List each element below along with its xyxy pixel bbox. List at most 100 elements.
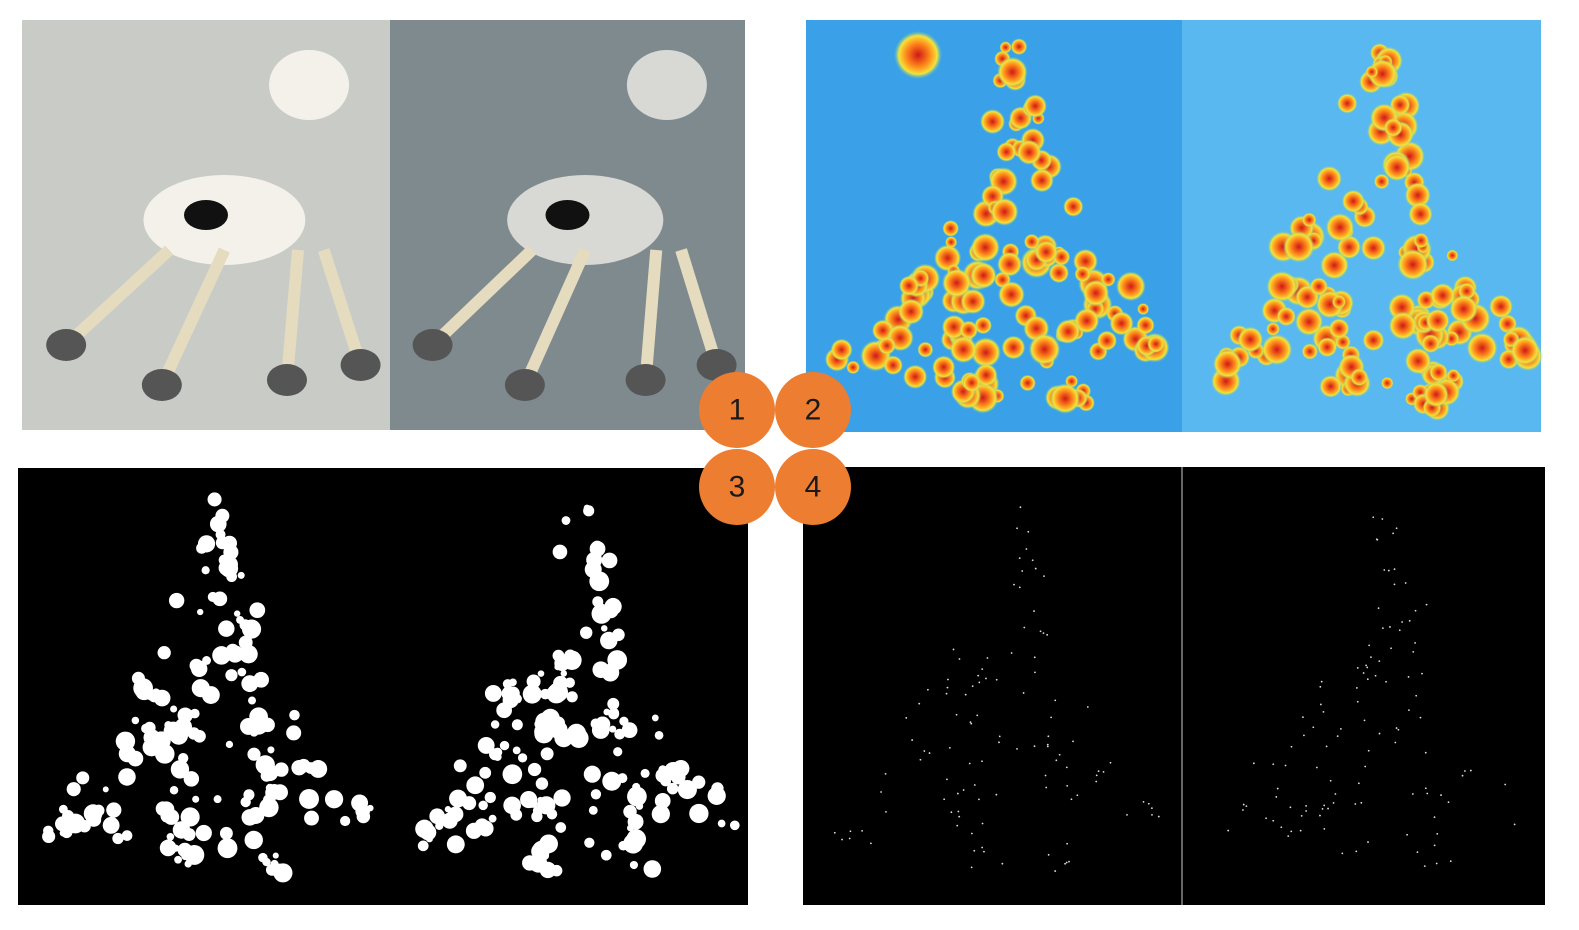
point bbox=[1504, 783, 1507, 786]
heat-blob bbox=[898, 275, 920, 296]
mask-blob bbox=[594, 716, 611, 732]
mask-blob bbox=[192, 795, 200, 803]
point bbox=[971, 685, 974, 688]
mask-blob bbox=[553, 789, 571, 807]
mask-blob bbox=[158, 801, 175, 818]
point bbox=[1157, 815, 1160, 818]
cow-hoof bbox=[340, 349, 381, 381]
point bbox=[1372, 516, 1375, 519]
point bbox=[923, 750, 926, 752]
mask-blob bbox=[238, 635, 253, 650]
heat-blob bbox=[1365, 65, 1379, 79]
point bbox=[1033, 610, 1035, 612]
mask-blob bbox=[717, 819, 726, 828]
point bbox=[1019, 506, 1022, 509]
mask-blob bbox=[441, 812, 458, 829]
point bbox=[1376, 538, 1379, 541]
mask-blob bbox=[58, 804, 68, 814]
heat-blob bbox=[883, 355, 903, 376]
mask-blob bbox=[593, 608, 607, 623]
point bbox=[1325, 745, 1328, 748]
mask-blob bbox=[121, 830, 133, 841]
point bbox=[1367, 749, 1370, 752]
mask-blob bbox=[191, 679, 210, 698]
point bbox=[1058, 753, 1061, 756]
mask-blob bbox=[643, 860, 662, 878]
mask-blob bbox=[640, 768, 650, 778]
heat-blob bbox=[1319, 374, 1343, 398]
mask-blob bbox=[502, 679, 513, 689]
heat-blob bbox=[970, 262, 997, 289]
point bbox=[946, 778, 948, 781]
point bbox=[1407, 676, 1410, 678]
mask-blob bbox=[651, 714, 659, 722]
point bbox=[981, 822, 984, 825]
heat-blob bbox=[979, 108, 1006, 135]
mask-blob bbox=[131, 716, 140, 725]
point bbox=[1419, 716, 1422, 719]
mask-blob bbox=[580, 626, 593, 639]
point bbox=[964, 693, 967, 696]
mask-blob bbox=[106, 802, 122, 818]
point bbox=[1332, 801, 1335, 804]
mask-blob bbox=[522, 684, 542, 704]
heat-blob bbox=[962, 373, 982, 393]
mask-blob bbox=[610, 708, 620, 718]
heat-blob bbox=[1336, 93, 1358, 114]
mask-blob bbox=[170, 705, 178, 713]
mask-blob bbox=[286, 725, 302, 741]
heat-blob bbox=[1023, 94, 1048, 118]
marker-label: 4 bbox=[805, 471, 822, 504]
mask-blob bbox=[534, 724, 554, 744]
point bbox=[1151, 813, 1153, 816]
point bbox=[1290, 830, 1293, 833]
point bbox=[958, 658, 961, 660]
point bbox=[1395, 727, 1398, 729]
mask-blob bbox=[239, 644, 258, 664]
point bbox=[1401, 621, 1404, 623]
mask-blob bbox=[255, 755, 275, 775]
mask-blob bbox=[527, 762, 542, 777]
point bbox=[848, 837, 851, 840]
heat-blob bbox=[1388, 311, 1418, 340]
point bbox=[1389, 626, 1391, 628]
mask-blob bbox=[584, 837, 595, 848]
heat-blob bbox=[945, 236, 958, 249]
point bbox=[1406, 833, 1408, 836]
point bbox=[1469, 769, 1472, 772]
point bbox=[1033, 745, 1036, 748]
mask-blob bbox=[592, 661, 610, 679]
heat-blob bbox=[1115, 271, 1146, 302]
cow-leg bbox=[428, 245, 537, 350]
mask-blob bbox=[189, 658, 204, 673]
cow-leg bbox=[280, 249, 304, 381]
mask-blob bbox=[169, 786, 179, 795]
heat-blob bbox=[894, 31, 942, 79]
mask-blob bbox=[651, 804, 670, 824]
mask-blob bbox=[340, 815, 351, 827]
point bbox=[1423, 865, 1426, 868]
heat-blob bbox=[931, 355, 956, 379]
point bbox=[1436, 833, 1439, 835]
mask-blob bbox=[561, 516, 571, 525]
heat-blob bbox=[990, 197, 1019, 226]
mask-blobs bbox=[42, 492, 740, 883]
mask-blob bbox=[102, 786, 109, 793]
point bbox=[849, 830, 852, 833]
mask-blob bbox=[446, 835, 465, 854]
mask-blob bbox=[478, 800, 488, 811]
point bbox=[1367, 841, 1369, 843]
heat-blob bbox=[942, 220, 960, 237]
point bbox=[884, 772, 887, 775]
heat-blob bbox=[1147, 335, 1165, 353]
mask-panel bbox=[18, 468, 748, 905]
marker-label: 1 bbox=[729, 394, 746, 427]
mask-blob bbox=[588, 805, 598, 815]
heat-blob bbox=[1073, 308, 1100, 334]
mask-blob bbox=[540, 747, 554, 761]
point bbox=[1147, 802, 1150, 805]
mask-blob bbox=[627, 813, 644, 830]
mask-blob bbox=[166, 832, 175, 841]
mask-blob bbox=[466, 776, 485, 795]
point bbox=[1289, 806, 1292, 809]
